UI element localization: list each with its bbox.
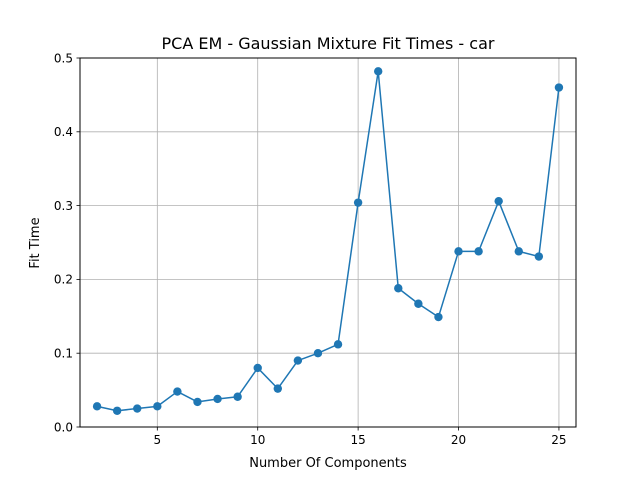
data-point bbox=[133, 404, 142, 413]
x-tick-label: 10 bbox=[250, 433, 265, 447]
data-point bbox=[353, 198, 363, 207]
data-point bbox=[273, 384, 282, 393]
x-tick-label: 15 bbox=[350, 433, 365, 447]
data-point bbox=[494, 196, 503, 206]
plot-frame bbox=[79, 57, 577, 428]
x-axis: 5 10 15 20 25 bbox=[153, 427, 567, 447]
x-tick-label: 5 bbox=[153, 433, 161, 447]
data-points bbox=[92, 67, 564, 415]
y-tick-label: 0.5 bbox=[54, 51, 73, 65]
series-line-group bbox=[96, 70, 560, 412]
data-point bbox=[554, 83, 564, 92]
data-point bbox=[153, 402, 162, 411]
data-point bbox=[92, 402, 102, 411]
grid bbox=[80, 57, 576, 428]
data-point bbox=[474, 247, 483, 256]
chart-title: PCA EM - Gaussian Mixture Fit Times - ca… bbox=[162, 34, 495, 53]
data-point bbox=[193, 397, 202, 407]
data-point bbox=[394, 284, 403, 293]
data-point bbox=[414, 299, 423, 308]
data-point bbox=[534, 252, 544, 261]
x-tick-label: 25 bbox=[551, 433, 566, 447]
data-point bbox=[293, 356, 303, 365]
y-tick-label: 0.4 bbox=[54, 125, 73, 139]
y-tick-label: 0.3 bbox=[54, 199, 73, 213]
data-point bbox=[454, 247, 463, 256]
data-point bbox=[313, 349, 323, 358]
y-axis: 0.0 0.1 0.2 0.3 0.4 0.5 bbox=[54, 51, 80, 434]
data-point bbox=[233, 392, 242, 401]
data-point bbox=[173, 387, 182, 396]
data-point bbox=[253, 363, 262, 373]
data-point bbox=[514, 247, 523, 256]
data-point bbox=[434, 312, 443, 322]
data-point bbox=[333, 340, 343, 349]
x-axis-label: Number Of Components bbox=[249, 456, 407, 471]
y-tick-label: 0.0 bbox=[54, 420, 73, 434]
y-axis-label: Fit Time bbox=[28, 217, 43, 268]
data-point bbox=[112, 406, 122, 415]
series-line bbox=[96, 70, 560, 412]
y-tick-label: 0.2 bbox=[54, 273, 73, 287]
x-tick-label: 20 bbox=[451, 433, 466, 447]
y-tick-label: 0.1 bbox=[54, 347, 73, 361]
data-point bbox=[374, 67, 383, 76]
data-point bbox=[213, 394, 222, 404]
